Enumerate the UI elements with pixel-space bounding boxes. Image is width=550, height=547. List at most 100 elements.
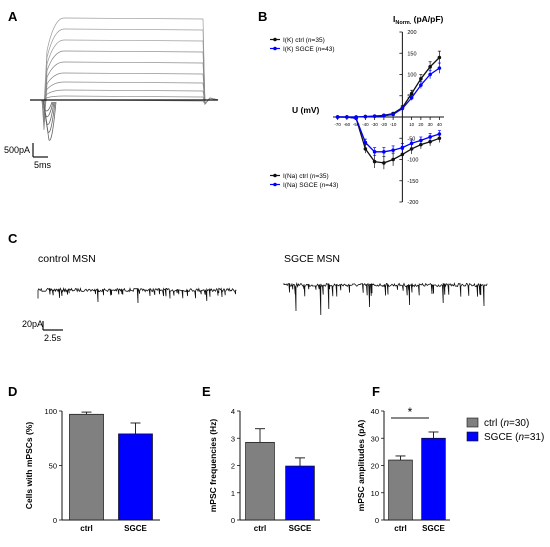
b-point [382,150,386,154]
b-x-tick-label: -50 [353,122,360,127]
bar-chart-e: 0 1 2 3 4 mPSC frequencies (Hz) ctrl SGCE [208,407,320,533]
c-trace-control [37,287,237,304]
bar-y-tick-label: 40 [371,407,379,416]
bar-ctrl [388,459,413,521]
panel-a: A 500pA 5ms [4,9,219,170]
bar-y-axis-label: mPSC frequencies (Hz) [208,419,218,513]
bar-category-label: ctrl [394,524,406,533]
a-trace [30,50,219,121]
c-scale-current-label: 20pA [22,319,43,329]
b-x-tick-label: -40 [362,122,369,127]
b-point [382,161,386,165]
a-trace [30,39,219,116]
bar-y-tick-label: 2 [231,462,235,471]
a-trace [30,97,219,105]
b-point [409,141,414,146]
iv-chart: -70 -60 -50 -40 -30 -20 -10 10 20 30 40-200-150-10… [270,14,444,206]
b-x-tick-label: 20 [418,122,424,127]
bar-y-tick-label: 3 [231,434,235,443]
bar-category-label: SGCE [289,524,312,533]
b-point [437,55,442,60]
b-y-tick-label: 200 [407,30,416,36]
bar-ctrl [69,413,104,521]
bar-ctrl [245,441,275,521]
b-series [335,115,442,170]
b-legend-marker [273,173,277,178]
b-legend-label: I(K) SGCE (n=43) [283,46,335,53]
b-point [419,76,423,81]
bar-sgce [421,437,446,521]
b-point [363,114,368,119]
b-point [363,140,368,145]
legend-swatch-ctrl [466,417,479,428]
b-legend-marker [273,46,277,51]
b-point [400,106,405,111]
a-trace [30,89,219,105]
legend-label-ctrl: ctrl (n=30) [484,418,529,429]
b-x-tick-label: 40 [437,122,443,127]
bar-category-label: SGCE [124,524,147,533]
b-y-tick-label: -100 [407,158,418,164]
b-x-tick-label: -30 [371,122,378,127]
bar-y-tick-label: 30 [371,434,379,443]
panel-c-label: C [8,231,18,246]
panel-b: B -70 -60 -50 -40 -30 -20 -10 10 20 30 40-200-150-… [258,9,444,206]
bar-sgce [118,433,153,521]
b-legend-label: I(Na) ctrl (n=35) [283,173,329,180]
b-point [391,148,395,152]
panel-c: C control MSN SGCE MSN 20pA 2.5s [8,231,488,343]
a-scale-current-label: 500pA [4,145,30,155]
b-y-tick-label: 100 [407,73,416,79]
a-trace [30,72,219,131]
b-point [391,157,395,162]
b-legend-label: I(Na) SGCE (n=43) [283,182,338,189]
legend-label-sgce: SGCE (n=31) [484,432,544,443]
b-point [419,142,423,147]
b-legend-item: I(K) SGCE (n=43) [270,46,335,53]
panel-e: E 0 1 2 3 4 mPSC frequencies (Hz) ctrl SGCE [202,384,320,533]
b-y-tick-label: -50 [407,136,415,142]
c-trace-label-control: control MSN [38,253,96,265]
a-traces [30,17,219,141]
b-point [428,72,432,77]
f-significance-star: * [408,405,413,419]
b-x-tick-label: -60 [344,122,351,127]
a-trace [30,61,219,126]
bar-y-tick-label: 0 [53,516,57,525]
a-scale-time-label: 5ms [34,160,52,170]
b-point [372,150,377,154]
panel-d: D 0 50 100 Cells with mPSCs (%) ctrl SGCE [8,384,160,533]
bar-category-label: ctrl [80,524,92,533]
bar-category-label: SGCE [422,524,445,533]
b-point [391,112,395,117]
panel-b-label: B [258,9,267,24]
a-trace [30,17,219,106]
panel-a-label: A [8,9,18,24]
b-point [419,83,423,87]
b-point [428,65,432,69]
b-legend-item: I(Na) ctrl (n=35) [270,173,329,180]
bar-y-axis-label: mPSC amplitudes (pA) [356,420,366,512]
b-point [382,113,386,118]
b-point [409,91,414,96]
b-x-tick-label: -70 [334,122,341,127]
b-point [372,114,377,118]
a-trace [30,81,219,105]
b-point [363,147,368,151]
b-point [437,66,442,70]
bar-y-tick-label: 20 [371,462,379,471]
b-y-tick-label: 150 [407,51,416,57]
b-point [354,116,358,121]
c-trace-label-sgce: SGCE MSN [284,253,340,265]
bar-y-axis-label: Cells with mPSCs (%) [24,422,34,510]
bar-y-tick-label: 1 [231,489,235,498]
b-x-tick-label: 10 [409,122,415,127]
bar-y-tick-label: 4 [231,407,235,416]
b-point [372,159,377,164]
b-point [335,115,340,119]
b-legend-marker [273,37,277,42]
b-point [400,145,405,150]
c-scale-time-label: 2.5s [44,333,62,343]
